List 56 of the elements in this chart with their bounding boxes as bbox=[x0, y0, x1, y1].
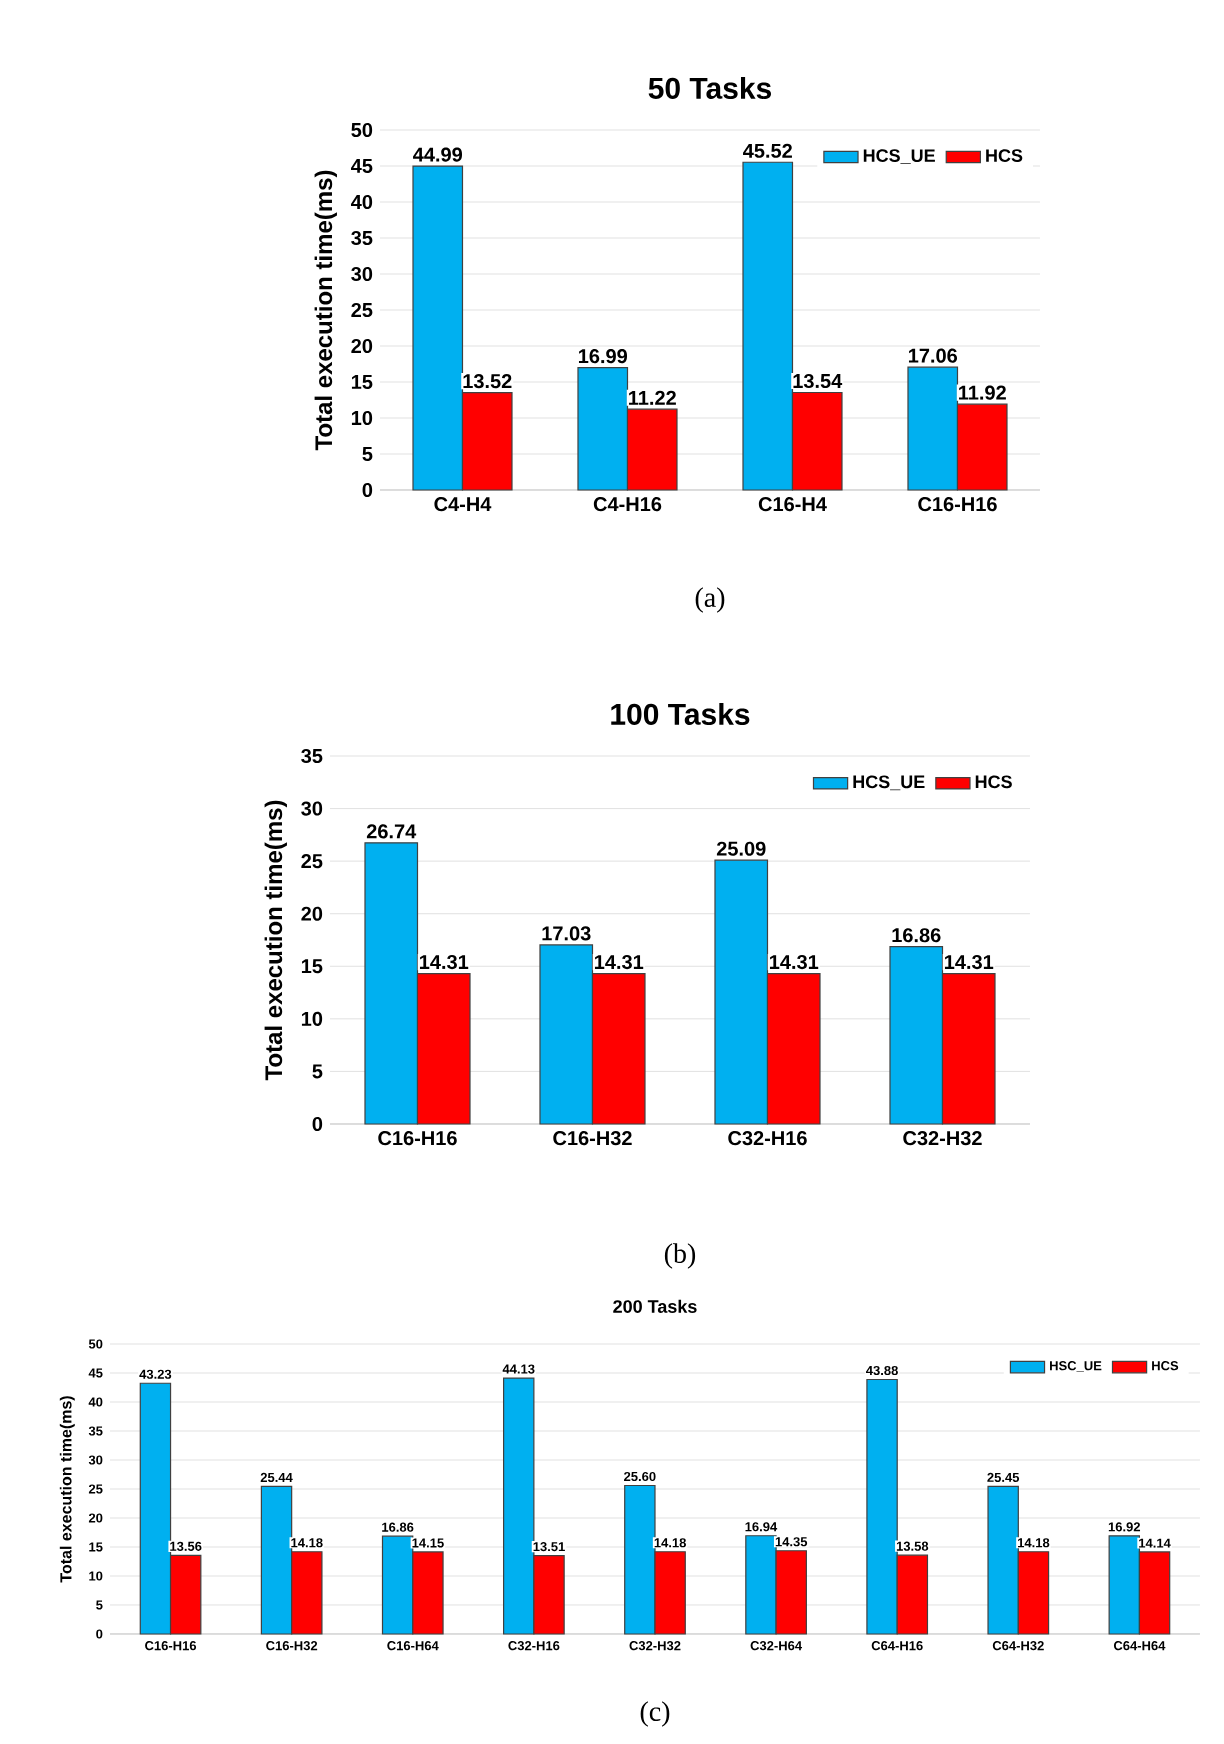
x-tick-label: C16-H16 bbox=[378, 1131, 457, 1146]
data-label: 14.31 bbox=[419, 954, 469, 970]
y-axis-title: Total execution time(ms) bbox=[314, 170, 337, 451]
y-tick-label: 0 bbox=[312, 1116, 323, 1132]
legend-label: HCS_UE bbox=[863, 149, 935, 164]
y-tick-label: 50 bbox=[351, 122, 373, 138]
data-label: 14.31 bbox=[944, 954, 994, 970]
data-label: 16.86 bbox=[892, 928, 941, 943]
chart-title: 200 Tasks bbox=[613, 1299, 697, 1313]
legend-label: HCS bbox=[986, 149, 1023, 162]
chart-title: 50 Tasks bbox=[648, 76, 771, 99]
x-tick-label: C4-H4 bbox=[434, 497, 492, 512]
x-tick-label: C16-H32 bbox=[553, 1131, 632, 1146]
y-tick-label: 5 bbox=[362, 447, 373, 461]
y-tick-label: 30 bbox=[351, 266, 373, 282]
text: (b) bbox=[664, 1243, 696, 1269]
data-label: 13.54 bbox=[793, 373, 843, 389]
x-tick-label: C4-H16 bbox=[593, 497, 662, 512]
data-label: 11.22 bbox=[629, 390, 676, 405]
y-axis-title: Total execution time(ms) bbox=[264, 800, 287, 1081]
y-tick-label: 35 bbox=[351, 230, 373, 246]
data-label: 14.31 bbox=[769, 954, 819, 970]
y-tick-label: 10 bbox=[301, 1011, 323, 1026]
data-label: 17.03 bbox=[542, 926, 591, 941]
y-tick-label: 20 bbox=[351, 338, 373, 354]
legend-label: HCS bbox=[975, 775, 1012, 789]
x-tick-label: C16-H16 bbox=[918, 497, 997, 512]
y-tick-label: 15 bbox=[351, 375, 373, 389]
data-label: 44.99 bbox=[413, 147, 463, 162]
x-tick-label: C32-H16 bbox=[728, 1131, 807, 1146]
chart-title: 100 Tasks bbox=[611, 702, 750, 725]
text: (c) bbox=[640, 1701, 670, 1727]
data-label: 11.92 bbox=[959, 385, 1006, 400]
legend-label: HCS_UE bbox=[853, 775, 925, 791]
y-tick-label: 10 bbox=[351, 410, 373, 426]
data-label: 16.99 bbox=[578, 349, 628, 364]
y-axis-title: Total execution time(ms) bbox=[59, 1396, 75, 1583]
text: (a) bbox=[695, 587, 725, 613]
y-tick-label: 20 bbox=[301, 906, 323, 921]
y-tick-label: 30 bbox=[301, 801, 323, 816]
y-tick-label: 5 bbox=[312, 1064, 323, 1079]
data-label: 25.09 bbox=[716, 841, 766, 856]
y-tick-label: 25 bbox=[351, 302, 373, 318]
y-tick-label: 35 bbox=[301, 748, 323, 764]
y-tick-label: 15 bbox=[301, 959, 323, 974]
data-label: 17.06 bbox=[908, 348, 958, 363]
y-tick-label: 25 bbox=[301, 854, 323, 869]
data-label: 26.74 bbox=[366, 824, 417, 839]
y-tick-label: 40 bbox=[351, 194, 373, 210]
x-tick-label: C16-H4 bbox=[758, 497, 827, 512]
y-tick-label: 45 bbox=[351, 159, 373, 173]
x-tick-label: C32-H32 bbox=[903, 1131, 982, 1146]
data-label: 45.52 bbox=[743, 143, 792, 158]
data-label: 13.52 bbox=[463, 374, 512, 389]
data-label: 14.31 bbox=[594, 954, 644, 970]
y-tick-label: 0 bbox=[362, 482, 373, 498]
